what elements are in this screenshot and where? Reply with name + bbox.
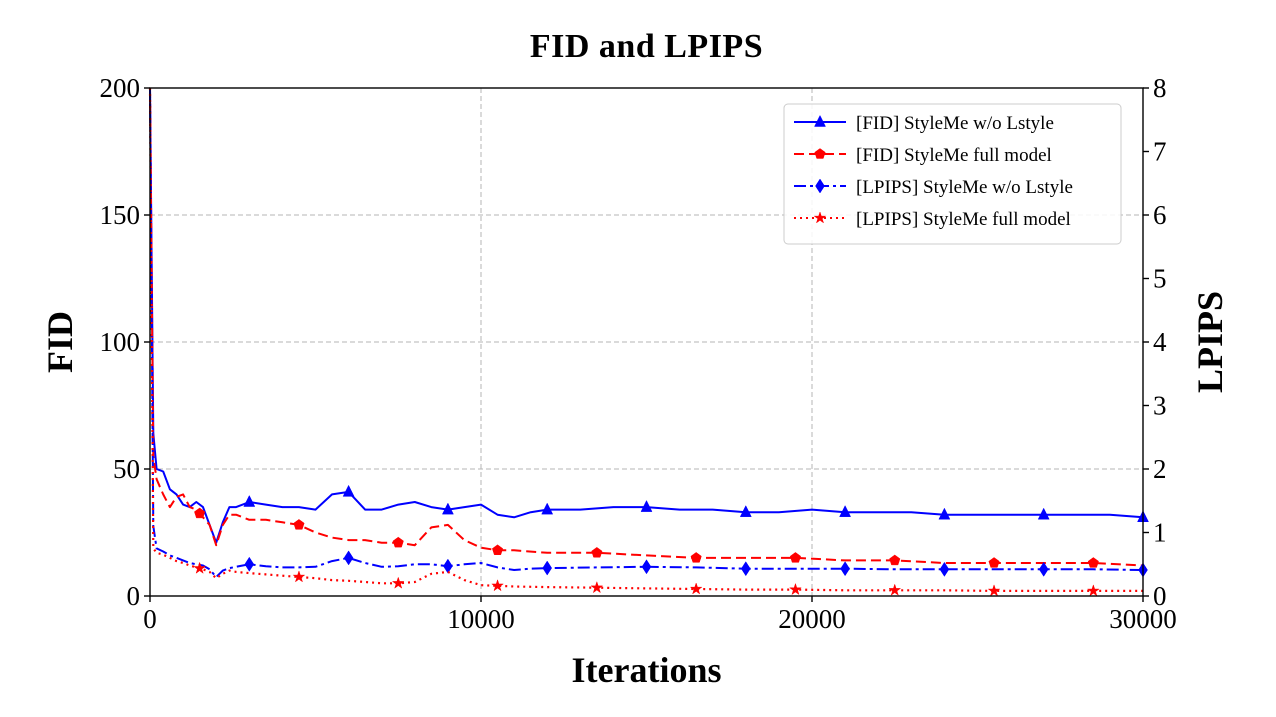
series-2-marker: [1038, 561, 1049, 577]
legend-marker: [815, 178, 825, 194]
x-tick-label: 10000: [447, 604, 515, 634]
legend-label: [FID] StyleMe full model: [856, 145, 1052, 166]
right-y-tick-label: 1: [1153, 518, 1167, 548]
left-y-tick-label: 50: [113, 454, 140, 484]
series-1-marker: [1087, 557, 1099, 568]
series-0-marker: [839, 505, 852, 517]
right-y-axis-title: LPIPS: [1190, 291, 1230, 393]
series-layer: [148, 87, 1149, 597]
legend-label: [LPIPS] StyleMe full model: [856, 209, 1071, 230]
series-2: [149, 87, 1148, 578]
series-1-marker: [293, 519, 305, 530]
series-3-marker: [491, 579, 505, 592]
right-y-tick-label: 5: [1153, 264, 1167, 294]
series-2-marker: [443, 558, 453, 574]
right-y-tick-label: 0: [1153, 581, 1167, 611]
series-3-marker: [193, 561, 207, 574]
series-3-marker: [391, 576, 405, 589]
series-1-marker: [889, 554, 901, 566]
series-3-marker: [590, 580, 604, 594]
left-y-tick-label: 100: [100, 327, 141, 357]
series-2-marker: [741, 561, 751, 577]
left-y-tick-label: 200: [100, 73, 141, 103]
right-y-tick-label: 4: [1153, 327, 1167, 357]
series-0-marker: [1037, 507, 1050, 520]
series-0-marker: [541, 502, 554, 515]
right-y-tick-label: 6: [1153, 200, 1167, 230]
left-y-axis-title: FID: [40, 311, 80, 373]
left-y-tick-label: 0: [127, 581, 141, 611]
right-y-tick-label: 8: [1153, 73, 1167, 103]
series-3-marker: [788, 582, 802, 596]
series-2-marker: [343, 550, 354, 566]
series-2-marker: [542, 560, 552, 576]
chart-title: FID and LPIPS: [530, 28, 763, 65]
series-line-2: [149, 87, 1144, 578]
series-0-marker: [739, 505, 752, 517]
series-line-1: [149, 87, 1144, 567]
series-2-marker: [244, 556, 255, 572]
series-0-marker: [938, 507, 951, 520]
legend-box: [783, 103, 1122, 245]
left-y-tick-label: 150: [100, 200, 141, 230]
series-3-marker: [1086, 584, 1100, 597]
series-2-marker: [939, 561, 950, 577]
series-2-marker: [641, 559, 652, 575]
legend: [FID] StyleMe w/o Lstyle [FID] StyleMe fu…: [783, 103, 1122, 245]
series-1-marker: [988, 557, 1000, 568]
series-3-marker: [987, 584, 1001, 597]
series-3-marker: [888, 583, 902, 596]
right-y-tick-label: 2: [1153, 454, 1167, 484]
series-3-marker: [689, 582, 703, 595]
legend-label: [FID] StyleMe w/o Lstyle: [856, 113, 1054, 134]
legend-marker: [814, 114, 826, 127]
series-2-marker: [840, 561, 850, 577]
series-1-marker: [492, 544, 504, 555]
x-tick-label: 0: [143, 604, 157, 634]
series-3-marker: [292, 570, 306, 583]
series-0-marker: [243, 494, 256, 507]
right-y-tick-label: 3: [1153, 391, 1167, 421]
series-1-marker: [591, 547, 603, 558]
series-1-marker: [194, 507, 206, 519]
series-line-0: [149, 87, 1144, 544]
series-0-marker: [640, 500, 653, 512]
legend-label: [LPIPS] StyleMe w/o Lstyle: [856, 177, 1073, 198]
right-y-tick-label: 7: [1153, 137, 1167, 167]
series-1-marker: [789, 552, 801, 563]
x-tick-label: 20000: [778, 604, 846, 634]
series-0-marker: [441, 502, 454, 515]
series-0-marker: [342, 484, 355, 497]
series-1-marker: [690, 552, 702, 563]
series-1-marker: [392, 536, 404, 548]
series-1: [149, 87, 1144, 568]
x-axis-title: Iterations: [572, 650, 722, 690]
legend-marker: [814, 148, 826, 159]
x-tick-label: 30000: [1109, 604, 1177, 634]
series-3: [148, 87, 1143, 597]
legend-marker: [813, 211, 827, 224]
